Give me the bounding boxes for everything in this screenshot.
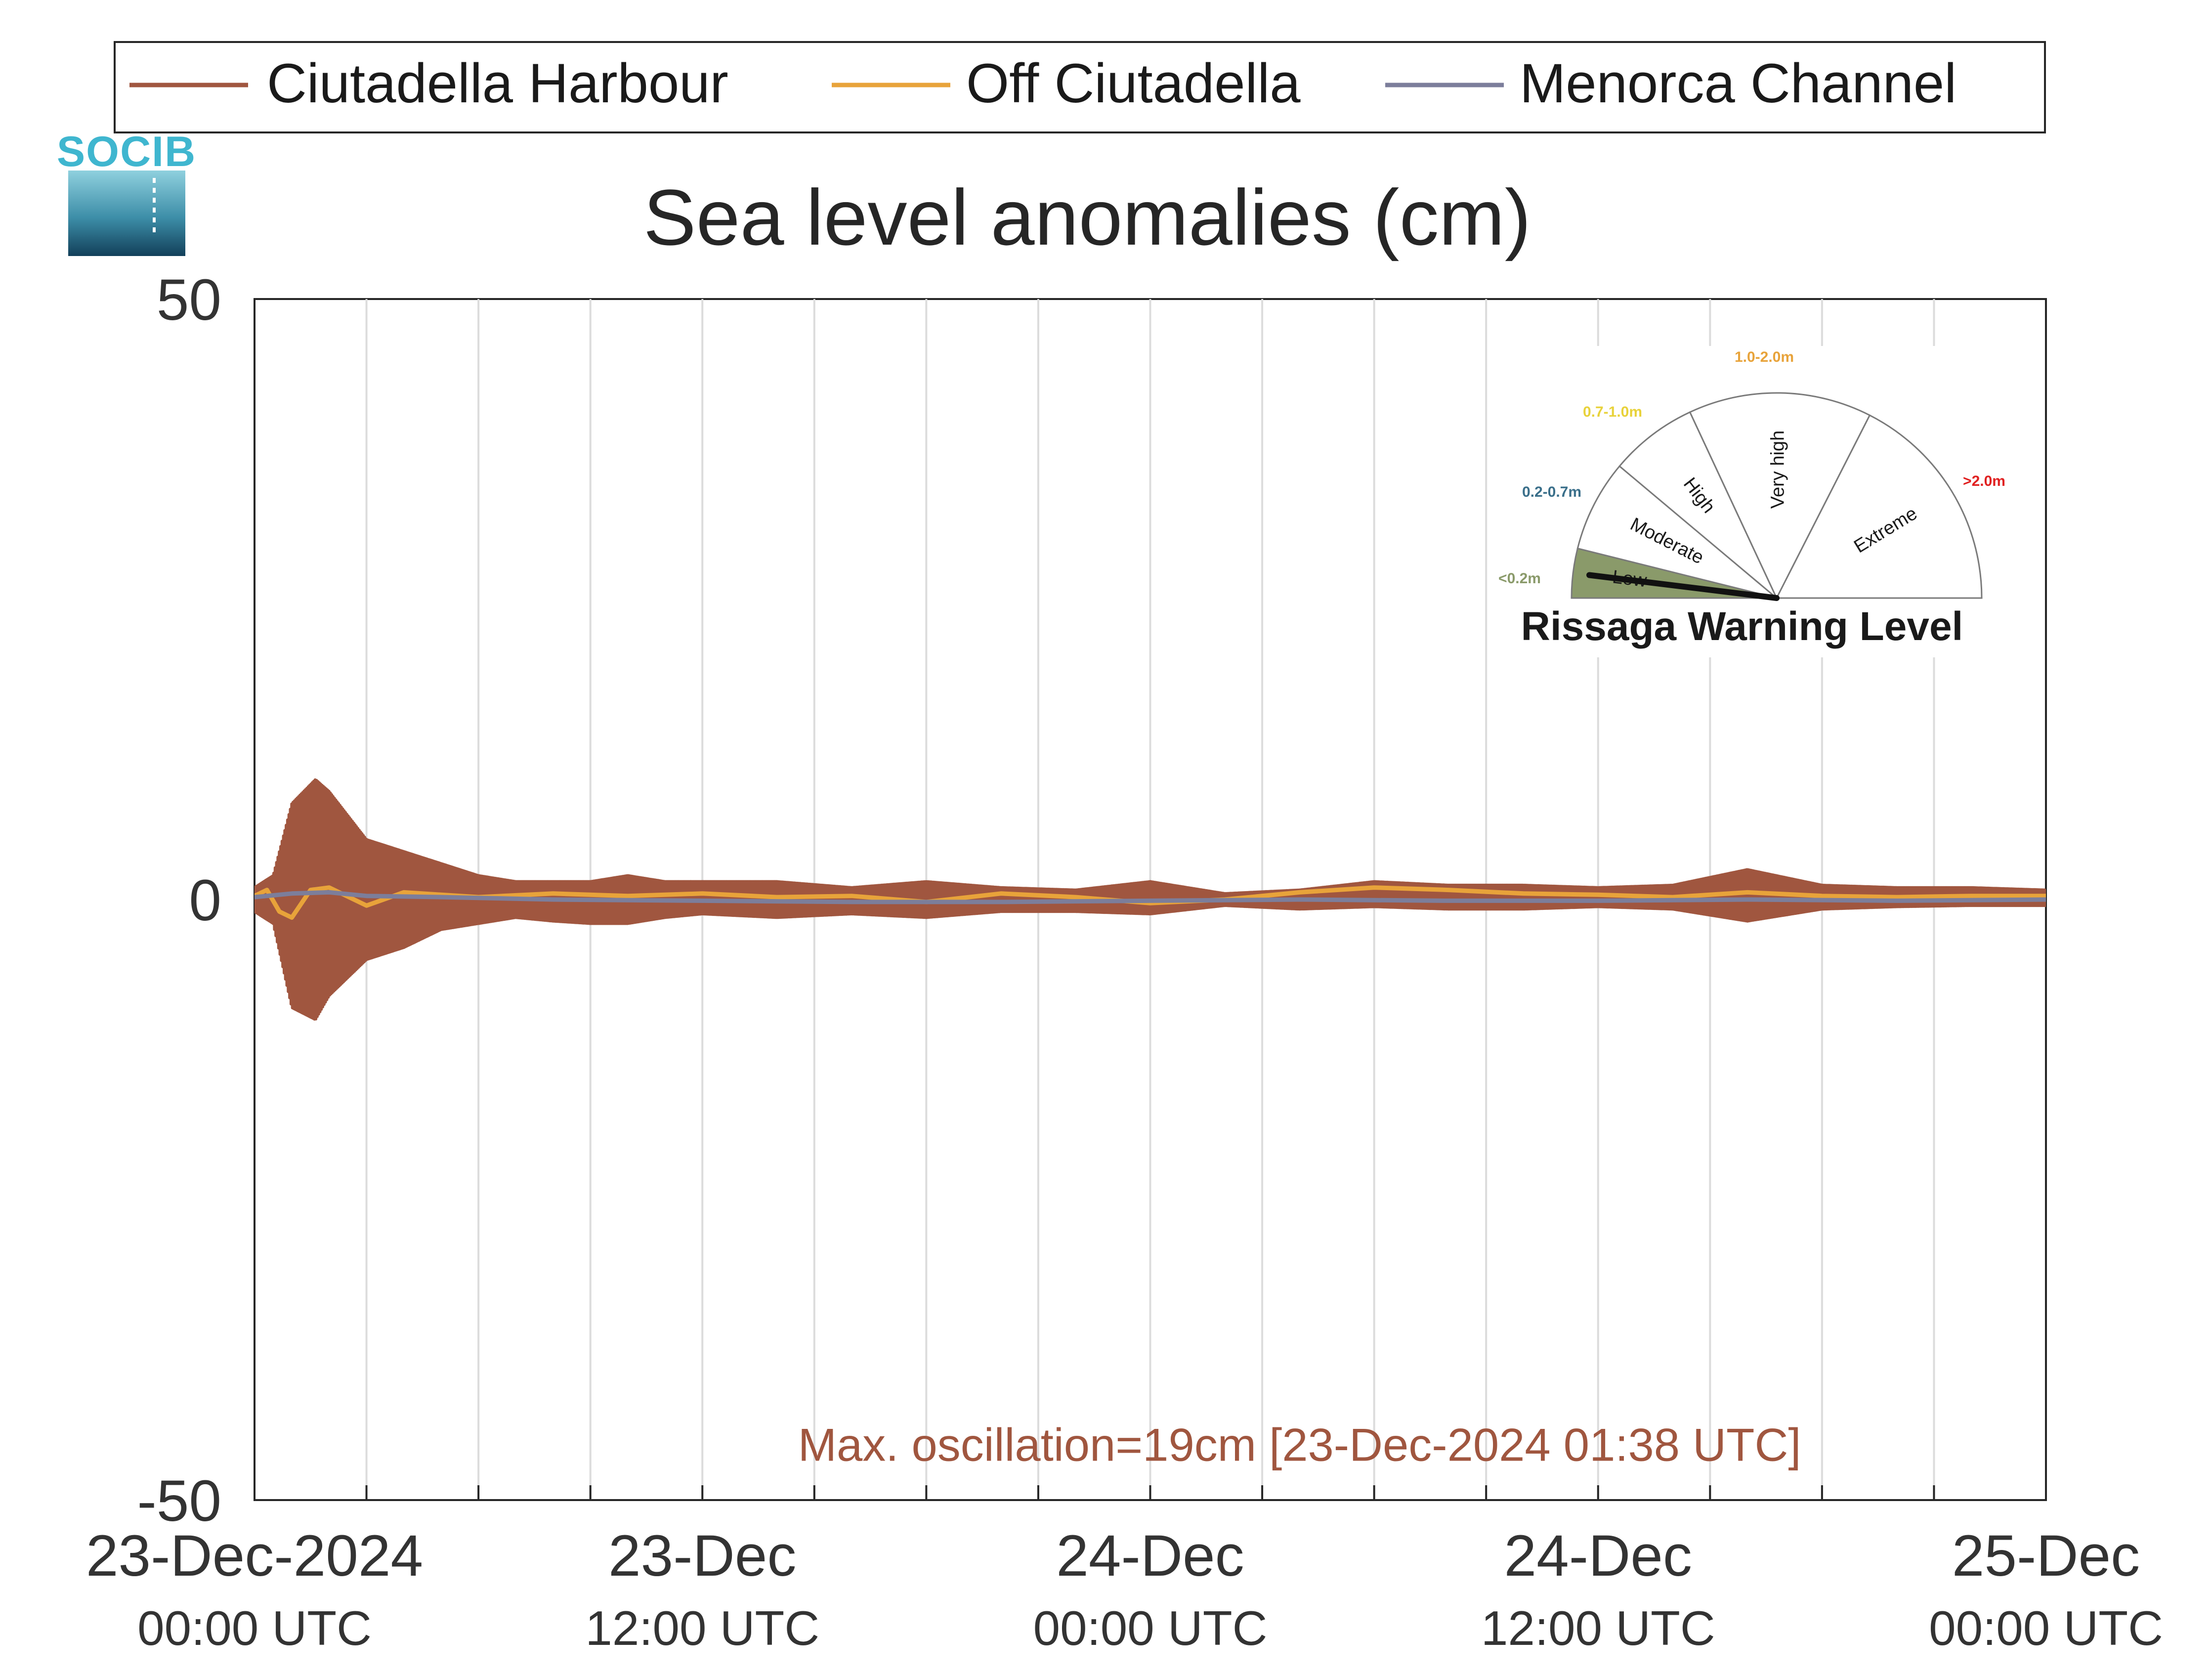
x-tick-sublabel: 00:00 UTC <box>1929 1601 2163 1655</box>
gauge-sector <box>1576 465 1777 599</box>
x-tick-label: 23-Dec-2024 <box>86 1523 423 1589</box>
x-tick-sublabel: 12:00 UTC <box>1481 1601 1715 1655</box>
legend-entry: Off Ciutadella <box>966 52 1301 114</box>
series-layer <box>255 778 2046 1021</box>
gauge-range-label: 1.0-2.0m <box>1735 349 1794 365</box>
y-tick-label: -50 <box>137 1468 221 1534</box>
series-line-off-ciutadella <box>255 885 2046 920</box>
max-oscillation-annotation: Max. oscillation=19cm [23-Dec-2024 01:38… <box>798 1419 1801 1471</box>
gauge-sector-label: Very high <box>1768 430 1788 509</box>
socib-logo: SOCIB <box>57 128 196 256</box>
gauge-range-label: 0.2-0.7m <box>1522 484 1581 500</box>
gauge-sector <box>1775 414 1983 599</box>
x-tick-sublabel: 00:00 UTC <box>1033 1601 1268 1655</box>
legend-entry: Menorca Channel <box>1520 52 1957 114</box>
legend: Ciutadella Harbour Off Ciutadella Menorca … <box>114 41 2046 133</box>
legend-box <box>114 41 2046 133</box>
x-ticks: 23-Dec-2024 00:00 UTC 23-Dec 12:00 UTC 24-De… <box>86 1523 2163 1655</box>
socib-logo-text: SOCIB <box>57 128 196 175</box>
x-tick-label: 24-Dec <box>1504 1523 1692 1589</box>
x-tick-label: 24-Dec <box>1056 1523 1244 1589</box>
socib-logo-gradient <box>68 171 185 256</box>
x-tick-sublabel: 12:00 UTC <box>585 1601 819 1655</box>
series-line-ciutadella-harbour <box>255 778 2046 1021</box>
series-line-menorca-channel <box>255 890 2046 904</box>
gauge-title: Rissaga Warning Level <box>1521 604 1963 649</box>
rissaga-gauge: LowModerateHighVery highExtreme<0.2m0.2-… <box>1492 346 2016 657</box>
gauge-range-label: >2.0m <box>1963 473 2005 489</box>
y-tick-label: 0 <box>189 868 221 933</box>
legend-entry: Ciutadella Harbour <box>267 52 728 114</box>
chart-title: Sea level anomalies (cm) <box>643 173 1531 261</box>
gauge-range-label: <0.2m <box>1498 570 1541 587</box>
y-ticks: -50 0 50 <box>137 267 221 1534</box>
x-tick-label: 25-Dec <box>1952 1523 2140 1589</box>
y-tick-label: 50 <box>157 267 221 333</box>
gauge-range-label: 0.7-1.0m <box>1583 404 1642 420</box>
gauge-sector <box>1618 411 1778 599</box>
x-tick-sublabel: 00:00 UTC <box>137 1601 372 1655</box>
gauge-sector <box>1689 392 1871 600</box>
gauge-needle <box>1586 572 1780 601</box>
x-tick-label: 23-Dec <box>608 1523 796 1589</box>
